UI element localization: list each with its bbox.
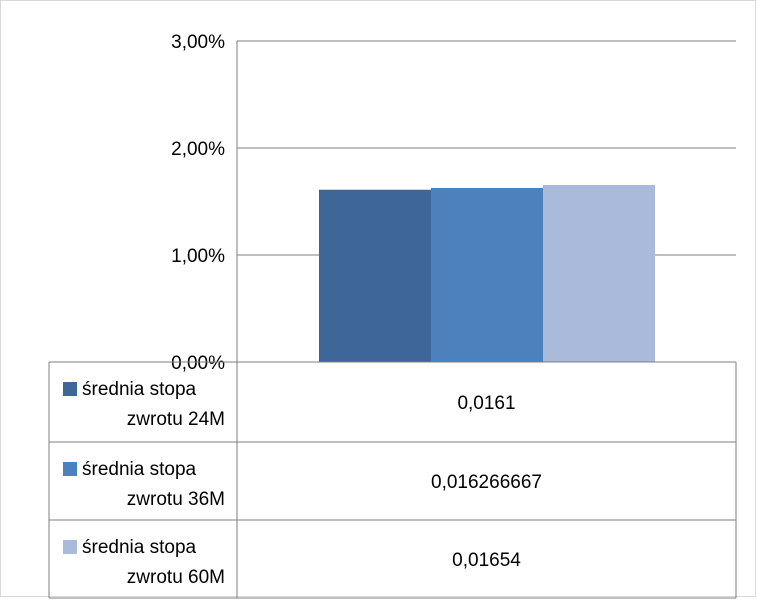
bar-2 (431, 187, 543, 362)
series-name-line-2: zwrotu 36M (127, 489, 225, 510)
bars (319, 185, 655, 362)
data-value-label: 0,0161 (457, 393, 515, 414)
series-name-line-1: średnia stopa (82, 459, 197, 480)
y-tick-label: 0,00% (171, 353, 225, 374)
table-row: średnia stopa zwrotu 60M 0,01654 (63, 537, 521, 588)
legend-swatch (63, 540, 77, 554)
series-name-line-2: zwrotu 24M (127, 409, 225, 430)
y-tick-label: 3,00% (171, 32, 225, 53)
y-tick-label: 1,00% (171, 246, 225, 267)
bar-1 (319, 189, 431, 362)
y-tick-label: 2,00% (171, 139, 225, 160)
series-name-line-1: średnia stopa (82, 379, 197, 400)
legend-swatch (63, 462, 77, 476)
table-row: średnia stopa zwrotu 36M 0,016266667 (63, 459, 542, 510)
legend-swatch (63, 382, 77, 396)
series-name-line-1: średnia stopa (82, 537, 197, 558)
bar-3 (543, 185, 655, 362)
data-value-label: 0,01654 (452, 550, 521, 571)
series-name-line-2: zwrotu 60M (127, 567, 225, 588)
table-row: średnia stopa zwrotu 24M 0,0161 (63, 379, 516, 430)
data-value-label: 0,016266667 (431, 472, 542, 493)
y-axis-ticks: 0,00% 1,00% 2,00% 3,00% (171, 32, 225, 374)
